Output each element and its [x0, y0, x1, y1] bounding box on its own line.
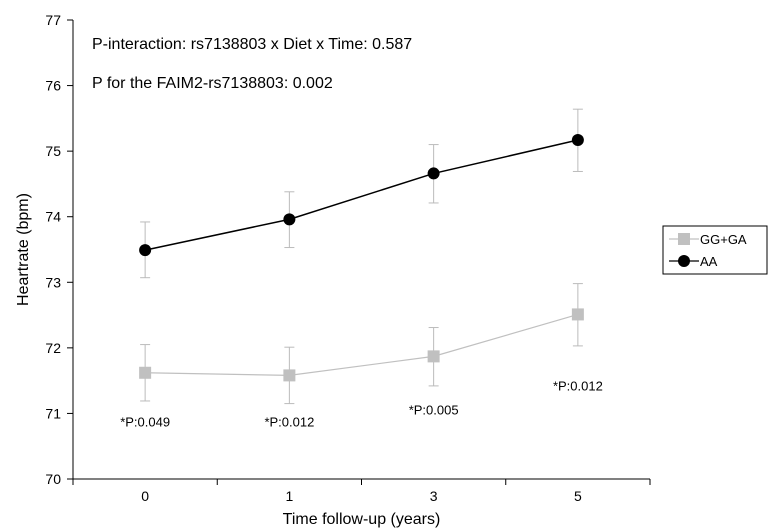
p-value-label: *P:0.005: [409, 403, 459, 418]
y-axis-title: Heartrate (bpm): [15, 193, 32, 306]
data-point: [427, 167, 440, 180]
series-line: [144, 139, 579, 251]
legend-label: GG+GA: [700, 232, 747, 247]
legend: GG+GA AA: [662, 225, 768, 275]
y-tick-label: 76: [45, 78, 61, 94]
legend-marker: [678, 233, 690, 245]
legend-marker: [678, 255, 690, 267]
p-value-label: *P:0.012: [553, 378, 603, 393]
x-tick-label: 0: [141, 488, 149, 504]
series-aa: [139, 108, 584, 279]
p-value-labels: *P:0.049 *P:0.012 *P:0.005 *P:0.012: [120, 378, 603, 429]
x-tick-label: 3: [430, 488, 438, 504]
x-tick-label: 1: [285, 488, 293, 504]
legend-label: AA: [700, 254, 718, 269]
x-axis-title: Time follow-up (years): [283, 511, 441, 528]
x-ticks: 0 1 3 5: [72, 479, 651, 504]
data-point: [139, 244, 152, 257]
legend-item: GG+GA: [669, 232, 747, 247]
data-point: [571, 133, 584, 146]
annotation-interaction: P-interaction: rs7138803 x Diet x Time: …: [92, 36, 412, 53]
p-value-label: *P:0.049: [120, 415, 170, 430]
y-tick-label: 74: [45, 209, 61, 225]
y-ticks: 70 71 72 73 74 75 76 77: [45, 12, 73, 487]
p-value-label: *P:0.012: [264, 415, 314, 430]
y-tick-label: 71: [45, 405, 61, 421]
series-line: [145, 313, 579, 376]
series-gg-ga: [139, 283, 584, 405]
data-point: [427, 350, 440, 363]
y-tick-label: 73: [45, 274, 61, 290]
y-tick-label: 72: [45, 340, 61, 356]
annotation-faim2: P for the FAIM2-rs7138803: 0.002: [92, 75, 333, 92]
x-tick-label: 5: [574, 488, 582, 504]
legend-item: AA: [669, 254, 718, 269]
data-point: [571, 308, 584, 321]
data-point: [139, 366, 152, 379]
y-tick-label: 77: [45, 12, 61, 28]
data-point: [283, 213, 296, 226]
series-layer: [139, 108, 584, 405]
data-point: [283, 369, 296, 382]
y-tick-label: 75: [45, 143, 61, 159]
y-tick-label: 70: [45, 471, 61, 487]
